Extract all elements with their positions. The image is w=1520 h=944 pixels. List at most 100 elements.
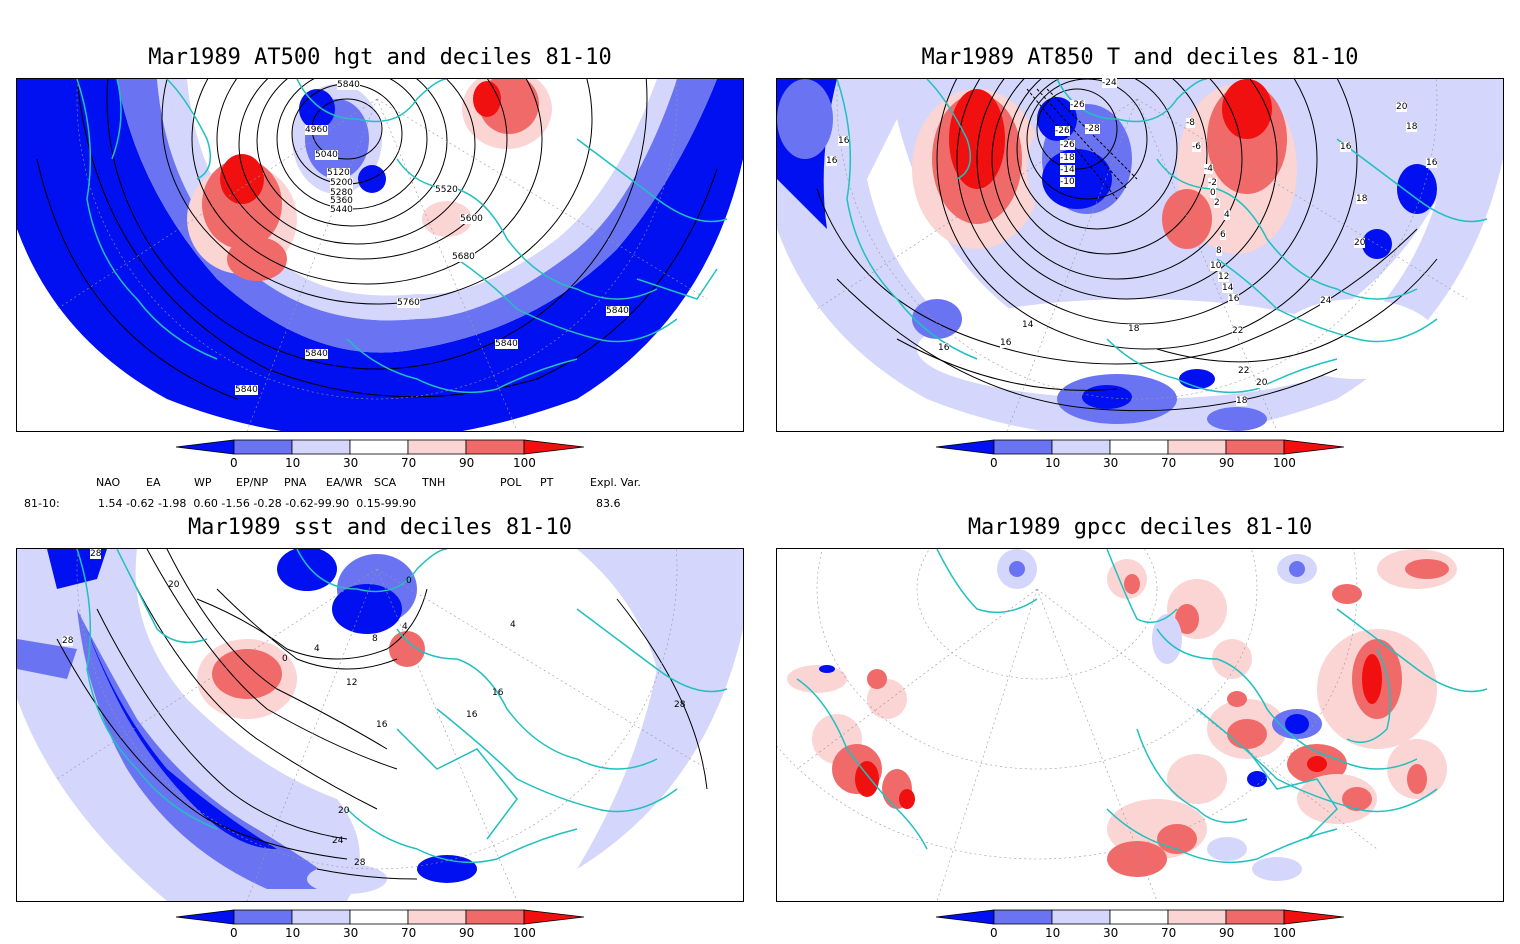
contour-label: 5840 <box>606 306 629 316</box>
contour-label: 0 <box>1210 188 1216 198</box>
contour-label: 5440 <box>330 205 353 215</box>
contour-label: 16 <box>466 710 478 720</box>
contour-label: 22 <box>1232 326 1244 336</box>
contour-label: 4 <box>402 622 408 632</box>
index-header: TNH <box>422 476 446 489</box>
colorbar-tick: 10 <box>285 456 301 470</box>
colorbar-tick: 90 <box>1219 926 1235 940</box>
contour-label: 22 <box>1238 366 1250 376</box>
contour-label: 18 <box>1236 396 1248 406</box>
contour-label: 16 <box>1426 158 1438 168</box>
contour-label: -26 <box>1060 140 1075 150</box>
map-panel-500hpa-height <box>16 78 744 432</box>
index-header: PNA <box>284 476 307 489</box>
colorbar-tick: 0 <box>990 456 998 470</box>
contour-label: 5360 <box>330 196 353 206</box>
index-header: EA/WR <box>326 476 363 489</box>
contour-label: 5520 <box>435 185 458 195</box>
colorbar-tick: 30 <box>343 926 359 940</box>
colorbar-tl: 0 10 30 70 90 100 <box>175 439 596 470</box>
contour-label: -24 <box>1102 78 1117 88</box>
contour-label: 16 <box>492 688 504 698</box>
contour-label: -26 <box>1055 126 1070 136</box>
colorbar-tick: 0 <box>230 926 238 940</box>
index-header: POL <box>500 476 522 489</box>
index-header: Expl. Var. <box>590 476 641 489</box>
contour-label: 16 <box>1228 294 1240 304</box>
contour-label: 5840 <box>495 339 518 349</box>
map-panel-850hpa-temperature <box>776 78 1504 432</box>
colorbar-tick: 30 <box>1103 926 1119 940</box>
contour-label: 14 <box>1022 320 1034 330</box>
colorbar-tick: 100 <box>513 926 536 940</box>
contour-label: 5200 <box>330 178 353 188</box>
contour-label: 28 <box>354 858 366 868</box>
contour-label: 16 <box>838 136 850 146</box>
contour-label: 8 <box>1216 246 1222 256</box>
colorbar-tick: 0 <box>990 926 998 940</box>
colorbar-br: 0 10 30 70 90 100 <box>935 909 1356 940</box>
colorbar-tr: 0 10 30 70 90 100 <box>935 439 1356 470</box>
contour-label: 18 <box>1356 194 1368 204</box>
colorbar-tick: 10 <box>285 926 301 940</box>
contour-label: -4 <box>1204 164 1213 174</box>
contour-label: 5840 <box>235 385 258 395</box>
colorbar-tick: 90 <box>459 456 475 470</box>
contour-label: 14 <box>1222 283 1234 293</box>
panel-title-bl: Mar1989 sst and deciles 81-10 <box>187 515 573 540</box>
index-header: PT <box>540 476 554 489</box>
colorbar-tick: 70 <box>401 926 417 940</box>
map-panel-gpcc-precip <box>776 548 1504 902</box>
colorbar-tick: 0 <box>230 456 238 470</box>
contour-label: 5760 <box>397 298 420 308</box>
colorbar-tick: 100 <box>1273 926 1296 940</box>
contour-label: 16 <box>826 156 838 166</box>
contour-label: 24 <box>332 836 344 846</box>
contour-label: 16 <box>938 343 950 353</box>
colorbar-tick: 30 <box>1103 456 1119 470</box>
contour-label: 16 <box>1340 142 1352 152</box>
contour-label: 5280 <box>330 188 353 198</box>
contour-label: 12 <box>1218 272 1230 282</box>
contour-label: 16 <box>1000 338 1012 348</box>
index-row-label: 81-10: <box>24 497 60 510</box>
contour-label: 0 <box>282 654 288 664</box>
index-values: 1.54 -0.62 -1.98 0.60 -1.56 -0.28 -0.62-… <box>98 497 417 510</box>
contour-label: 0 <box>406 576 412 586</box>
deciles-low-ring <box>17 79 743 431</box>
index-header: SCA <box>374 476 397 489</box>
contour-label: -18 <box>1060 153 1075 163</box>
colorbar-tick: 70 <box>1161 926 1177 940</box>
colorbar-tick: 70 <box>401 456 417 470</box>
colorbar-tick: 100 <box>513 456 536 470</box>
contour-label: 6 <box>1220 230 1226 240</box>
contour-label: 12 <box>346 678 358 688</box>
contour-label: 2 <box>1214 198 1220 208</box>
colorbar-tick: 90 <box>459 926 475 940</box>
index-header: NAO <box>96 476 121 489</box>
contour-label: 5840 <box>337 80 360 90</box>
contour-label: 28 <box>62 636 74 646</box>
colorbar-tick: 30 <box>343 456 359 470</box>
contour-label: 20 <box>338 806 350 816</box>
contour-label: 20 <box>168 580 180 590</box>
contour-label: 4 <box>1224 210 1230 220</box>
contour-label: -8 <box>1186 118 1195 128</box>
contour-label: -2 <box>1208 178 1217 188</box>
contour-label: 20 <box>1256 378 1268 388</box>
colorbar-tick: 70 <box>1161 456 1177 470</box>
panel-title-tr: Mar1989 AT850 T and deciles 81-10 <box>921 45 1359 70</box>
explained-variance: 83.6 <box>596 497 621 510</box>
contour-label: 5600 <box>460 214 483 224</box>
index-header: EA <box>146 476 161 489</box>
colorbar-bl: 0 10 30 70 90 100 <box>175 909 596 940</box>
contour-label: 20 <box>1396 102 1408 112</box>
contour-label: 4960 <box>305 125 328 135</box>
contour-label: -10 <box>1060 177 1075 187</box>
contour-label: 5680 <box>452 252 475 262</box>
index-header: EP/NP <box>236 476 269 489</box>
contour-label: 4 <box>314 644 320 654</box>
panel-title-br: Mar1989 gpcc deciles 81-10 <box>967 515 1313 540</box>
contour-label: 5120 <box>327 168 350 178</box>
contour-label: 18 <box>1406 122 1418 132</box>
